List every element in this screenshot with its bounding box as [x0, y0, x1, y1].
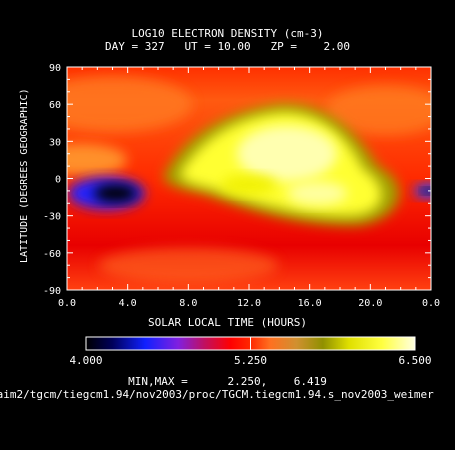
chart-subtitle: DAY = 327 UT = 10.00 ZP = 2.00 — [104, 40, 351, 53]
orange-band-west — [67, 143, 128, 176]
colorbar-min-label: 4.000 — [69, 354, 102, 367]
min-max-text: MIN,MAX = 2.250, 6.419 — [128, 375, 327, 388]
colorbar-mid-label: 5.250 — [234, 354, 267, 367]
y-tick-label: -60 — [43, 249, 61, 260]
x-tick-label: 0.0 — [58, 298, 76, 309]
crest-link — [221, 174, 277, 195]
file-path: /aim2/tgcm/tiegcm1.94/nov2003/proc/TGCM.… — [0, 388, 434, 401]
y-tick-label: 60 — [49, 100, 61, 111]
x-tick-label: 0.0 — [422, 298, 440, 309]
orange-band-ne — [325, 85, 431, 136]
x-tick-label: 16.0 — [298, 298, 322, 309]
x-axis-label: SOLAR LOCAL TIME (HOURS) — [148, 316, 307, 329]
crest-core-south — [287, 181, 348, 206]
y-tick-label: 90 — [49, 63, 61, 74]
y-tick-label: -30 — [43, 212, 61, 223]
x-tick-label: 12.0 — [237, 298, 261, 309]
heatmap-field — [67, 67, 431, 290]
y-tick-label: -90 — [43, 286, 61, 297]
depletion-core — [93, 184, 138, 203]
y-tick-label: 30 — [49, 137, 61, 148]
orange-band-south — [98, 247, 279, 284]
chart-title: LOG10 ELECTRON DENSITY (cm-3) — [131, 27, 324, 40]
y-tick-label: 0 — [55, 175, 61, 186]
x-tick-label: 20.0 — [358, 298, 382, 309]
x-tick-label: 8.0 — [179, 298, 197, 309]
x-tick-label: 4.0 — [119, 298, 137, 309]
crest-core — [236, 125, 337, 182]
colorbar-max-label: 6.500 — [398, 354, 431, 367]
depletion-east-core — [422, 187, 431, 194]
orange-band-north — [67, 76, 193, 133]
